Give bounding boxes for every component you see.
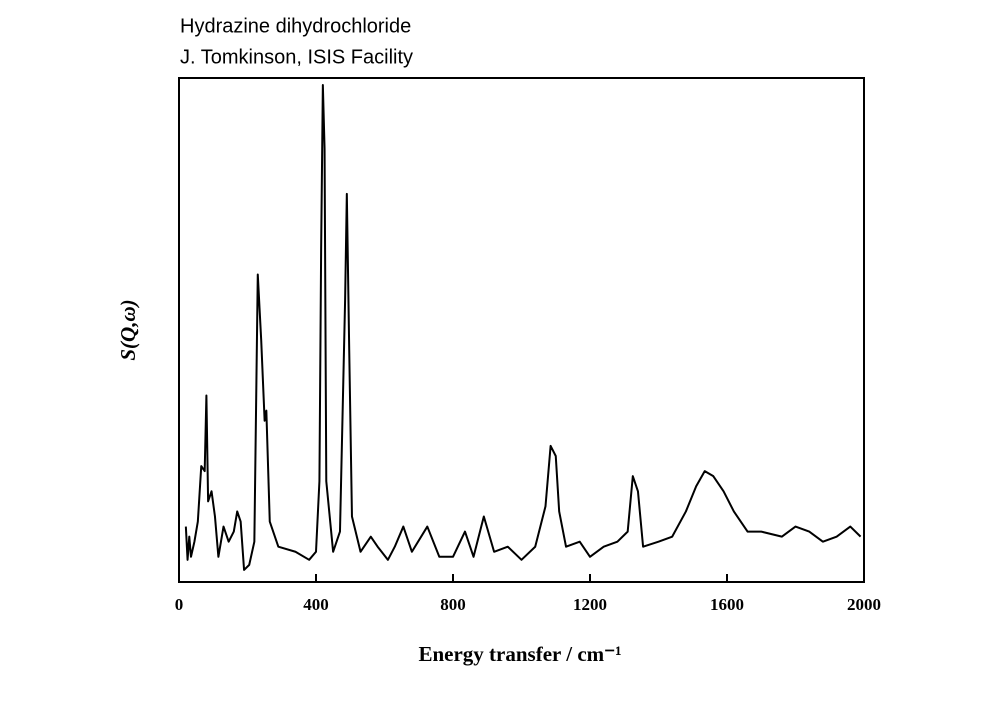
x-tick-label: 400: [303, 595, 329, 614]
x-tick-label: 2000: [847, 595, 881, 614]
x-tick-label: 1200: [573, 595, 607, 614]
spectrum-line: [184, 84, 862, 571]
chart-subtitle: J. Tomkinson, ISIS Facility: [180, 46, 413, 68]
x-tick-label: 1600: [710, 595, 744, 614]
plot-frame: [178, 77, 865, 583]
x-tick-label: 800: [440, 595, 466, 614]
chart-title: Hydrazine dihydrochloride: [180, 15, 411, 37]
x-axis-label: Energy transfer / cm⁻¹: [418, 642, 621, 666]
x-tick-label: 0: [175, 595, 184, 614]
y-axis-label: S(Q,ω): [116, 299, 140, 360]
